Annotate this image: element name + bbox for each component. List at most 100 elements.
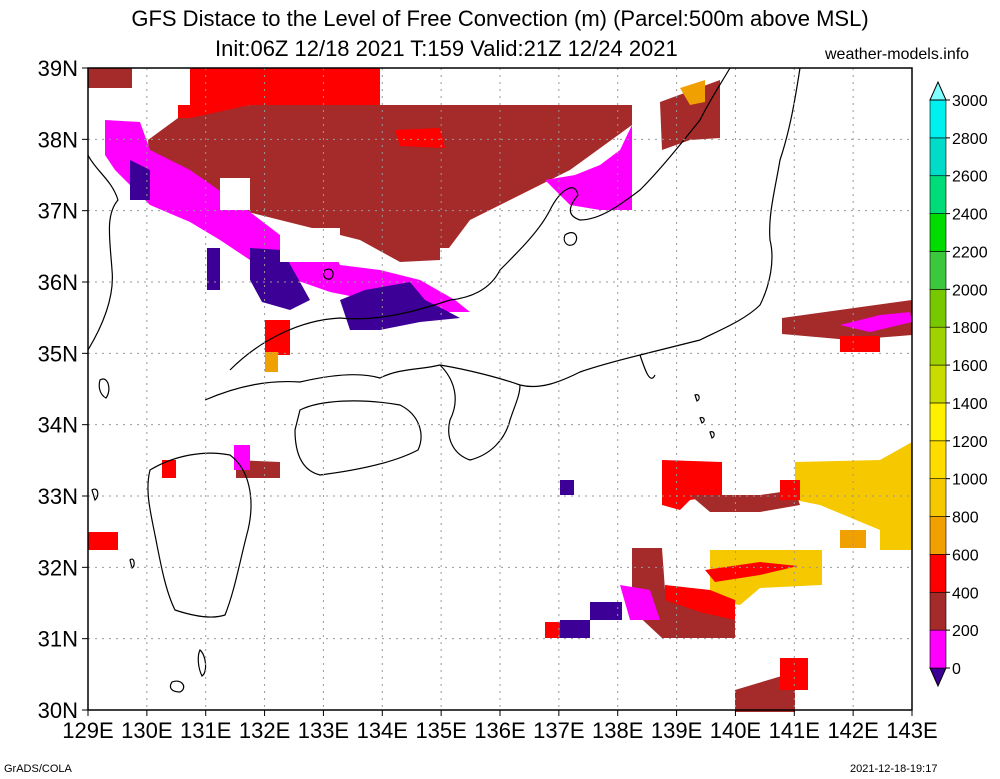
field-orange-kyu (265, 352, 278, 372)
honshu-south-coast (204, 67, 801, 401)
lat-tick-label: 34N (38, 413, 78, 438)
colorbar-label: 1800 (952, 320, 988, 337)
lat-axis: 30N 31N 32N 33N 34N 35N 36N 37N 38N 39N (38, 56, 88, 723)
lon-tick-label: 132E (239, 718, 290, 743)
lon-tick-label: 143E (886, 718, 937, 743)
field-magenta-east (840, 312, 912, 332)
field-red-se-strip (780, 480, 800, 500)
colorbar-segment (929, 251, 947, 290)
colorbar-label: 200 (952, 623, 979, 640)
lat-tick-label: 31N (38, 627, 78, 652)
yakushima-island (169, 680, 185, 693)
colorbar-segment (929, 289, 947, 328)
kii-peninsula-coast (439, 364, 521, 461)
izu-island-3 (694, 394, 700, 402)
colorbar-segment (929, 137, 947, 177)
oki-island (323, 268, 334, 280)
colorbar-segment (929, 213, 947, 252)
lat-tick-label: 37N (38, 199, 78, 224)
colorbar-segment (929, 175, 947, 214)
lon-tick-label: 138E (592, 718, 643, 743)
field-red-s2 (780, 658, 808, 690)
field-gap-1 (220, 178, 250, 210)
field-purple-left2 (250, 248, 310, 310)
colorbar-segment (929, 364, 947, 404)
colorbar-label: 1600 (952, 358, 988, 375)
tanegashima-island (197, 649, 207, 677)
field-red-kyu2 (265, 320, 290, 355)
field-red-top (190, 68, 380, 118)
lon-tick-label: 139E (651, 718, 702, 743)
colorbar-label: 1200 (952, 434, 988, 451)
colorbar-label: 0 (952, 661, 961, 678)
lon-tick-label: 141E (769, 718, 820, 743)
colorbar-max-arrow (929, 80, 947, 101)
izu-island-1 (699, 416, 705, 424)
lat-tick-label: 36N (38, 270, 78, 295)
credit-label: GrADS/COLA (4, 763, 72, 775)
tsushima-island (98, 378, 110, 399)
lon-tick-label: 136E (474, 718, 525, 743)
coastlines (87, 67, 801, 693)
field-red-mid2 (665, 585, 735, 620)
lat-lon-grid (88, 68, 912, 710)
field-brown-tl (88, 68, 132, 88)
lon-tick-label: 137E (533, 718, 584, 743)
shikoku-coast (294, 400, 422, 476)
honshu-north-coast (229, 67, 731, 371)
field-purple-tl (130, 160, 150, 200)
kyushu-coast (147, 452, 252, 618)
field-red-se1 (662, 460, 722, 510)
map-title: GFS Distace to the Level of Free Convect… (131, 6, 869, 31)
colorbar-label: 800 (952, 510, 979, 527)
colorbar-segment (929, 326, 947, 366)
field-orange-ne (680, 80, 705, 105)
timestamp-label: 2021-12-18-19:17 (850, 763, 938, 775)
lon-tick-label: 142E (827, 718, 878, 743)
izu-island-2 (709, 431, 715, 439)
field-red-spot (395, 128, 445, 148)
lat-tick-label: 39N (38, 56, 78, 81)
lon-tick-label: 135E (415, 718, 466, 743)
colorbar-label: 2400 (952, 207, 988, 224)
colorbar-min-arrow (929, 667, 947, 688)
colorbar: 0 200 400 600 800 1000 1200 1400 1600 1800 2000 220… (929, 80, 988, 688)
field-magenta-kyu (234, 445, 250, 470)
colorbar-label: 3000 (952, 93, 988, 110)
colorbar-label: 2200 (952, 244, 988, 261)
field-magenta-mid (620, 585, 660, 620)
field-red-kyu (162, 460, 176, 478)
colorbar-segment (929, 402, 947, 442)
colorbar-segment (929, 440, 947, 479)
colorbar-segment (929, 516, 947, 555)
field-red-s (545, 622, 560, 638)
lon-tick-label: 129E (62, 718, 113, 743)
goto-islands (91, 488, 99, 502)
colorbar-label: 1000 (952, 472, 988, 489)
colorbar-label: 1400 (952, 396, 988, 413)
colorbar-segment (929, 629, 947, 669)
field-red-east (840, 336, 880, 352)
field-purple-s2 (560, 620, 590, 638)
colorbar-label: 400 (952, 585, 979, 602)
izu-coast (639, 354, 656, 379)
field-purple-s (590, 602, 622, 620)
field-red-sw (88, 532, 118, 550)
field-brown-se1 (690, 490, 800, 512)
colorbar-segment (929, 554, 947, 593)
korea-coast (87, 154, 119, 351)
colorbar-segment (929, 99, 947, 139)
lon-tick-label: 140E (710, 718, 761, 743)
lon-tick-label: 130E (121, 718, 172, 743)
lat-tick-label: 32N (38, 555, 78, 580)
colorbar-segment (929, 591, 947, 631)
lon-tick-label: 133E (298, 718, 349, 743)
field-red-top-2 (178, 105, 190, 118)
colorbar-label: 600 (952, 547, 979, 564)
lat-tick-label: 38N (38, 127, 78, 152)
lat-tick-label: 33N (38, 484, 78, 509)
field-purple-spot (560, 480, 574, 495)
map-subtitle: Init:06Z 12/18 2021 T:159 Valid:21Z 12/2… (215, 36, 678, 61)
lon-axis: 129E 130E 131E 132E 133E 134E 135E 136E 137E 138E… (62, 710, 938, 743)
